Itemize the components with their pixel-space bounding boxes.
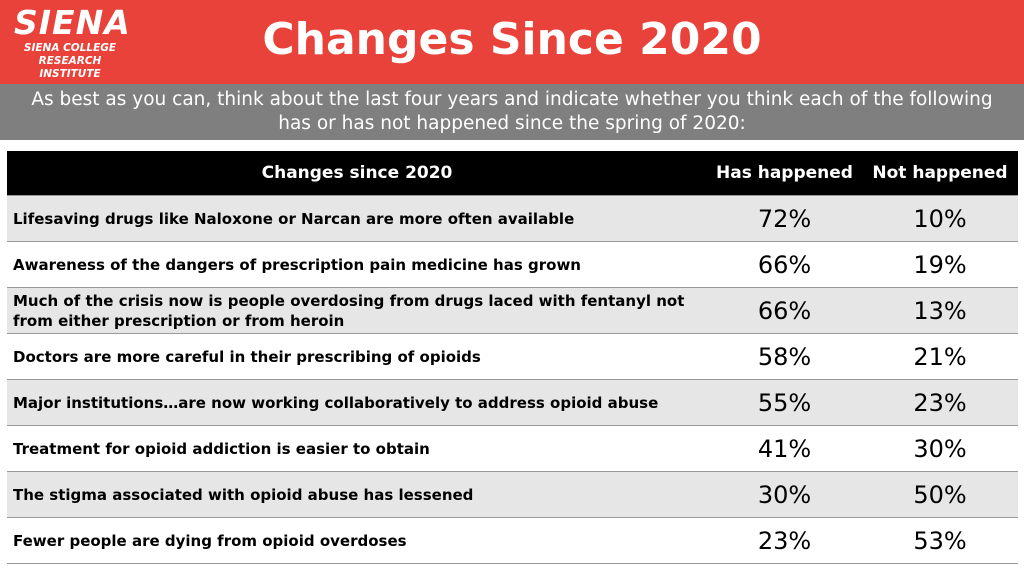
row-item: Major institutions…are now working colla…	[7, 379, 707, 426]
row-item: The stigma associated with opioid abuse …	[7, 471, 707, 518]
column-header-has-happened: Has happened	[707, 151, 862, 196]
logo-wordmark: SIENA	[14, 3, 131, 42]
row-has-happened: 58%	[707, 333, 862, 380]
column-header-item: Changes since 2020	[7, 151, 707, 196]
row-has-happened: 66%	[707, 287, 862, 334]
table-header-row: Changes since 2020 Has happened Not happ…	[7, 151, 1018, 196]
row-not-happened: 50%	[862, 471, 1018, 518]
row-has-happened: 66%	[707, 241, 862, 288]
column-header-not-happened: Not happened	[862, 151, 1018, 196]
results-table: Changes since 2020 Has happened Not happ…	[7, 151, 1018, 564]
row-item: Lifesaving drugs like Naloxone or Narcan…	[7, 195, 707, 242]
row-not-happened: 53%	[862, 517, 1018, 564]
header-banner: SIENA SIENA COLLEGE RESEARCH INSTITUTE C…	[0, 0, 1024, 84]
row-has-happened: 41%	[707, 425, 862, 472]
logo-line-1: SIENA COLLEGE	[23, 42, 117, 54]
table-row: Doctors are more careful in their prescr…	[7, 333, 1018, 380]
row-has-happened: 72%	[707, 195, 862, 242]
row-item: Treatment for opioid addiction is easier…	[7, 425, 707, 472]
row-item: Fewer people are dying from opioid overd…	[7, 517, 707, 564]
row-not-happened: 21%	[862, 333, 1018, 380]
table-row: Fewer people are dying from opioid overd…	[7, 517, 1018, 564]
table-row: Major institutions…are now working colla…	[7, 379, 1018, 426]
question-text: As best as you can, think about the last…	[31, 89, 993, 134]
table-row: The stigma associated with opioid abuse …	[7, 471, 1018, 518]
row-has-happened: 30%	[707, 471, 862, 518]
row-has-happened: 23%	[707, 517, 862, 564]
table-row: Treatment for opioid addiction is easier…	[7, 425, 1018, 472]
row-not-happened: 13%	[862, 287, 1018, 334]
row-item: Doctors are more careful in their prescr…	[7, 333, 707, 380]
row-has-happened: 55%	[707, 379, 862, 426]
row-not-happened: 19%	[862, 241, 1018, 288]
page-title: Changes Since 2020	[262, 14, 762, 65]
row-item: Awareness of the dangers of prescription…	[7, 241, 707, 288]
row-not-happened: 23%	[862, 379, 1018, 426]
row-item: Much of the crisis now is people overdos…	[7, 287, 707, 334]
siena-logo: SIENA SIENA COLLEGE RESEARCH INSTITUTE	[14, 3, 131, 81]
question-bar: As best as you can, think about the last…	[0, 84, 1024, 140]
table-row: Awareness of the dangers of prescription…	[7, 241, 1018, 288]
logo-line-2: RESEARCH INSTITUTE	[38, 55, 102, 80]
row-not-happened: 10%	[862, 195, 1018, 242]
row-not-happened: 30%	[862, 425, 1018, 472]
table-row: Much of the crisis now is people overdos…	[7, 287, 1018, 334]
table-row: Lifesaving drugs like Naloxone or Narcan…	[7, 195, 1018, 242]
